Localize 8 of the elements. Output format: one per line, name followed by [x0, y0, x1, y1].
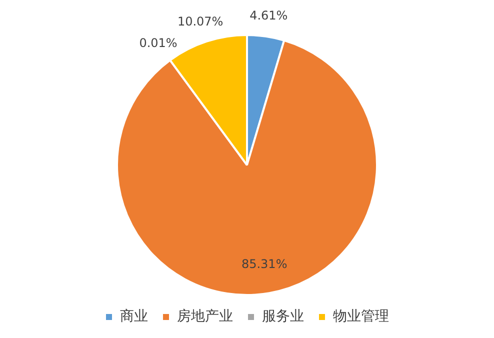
data-label: 0.01% — [139, 36, 178, 50]
legend-label: 房地产业 — [177, 308, 233, 325]
legend-label: 服务业 — [262, 308, 304, 325]
legend-label: 商业 — [120, 308, 148, 325]
legend-label: 物业管理 — [333, 308, 389, 325]
data-label: 10.07% — [177, 14, 224, 29]
data-label: 4.61% — [250, 8, 288, 23]
data-label: 85.31% — [241, 257, 288, 272]
